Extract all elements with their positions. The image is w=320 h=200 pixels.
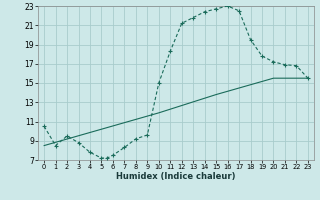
- X-axis label: Humidex (Indice chaleur): Humidex (Indice chaleur): [116, 172, 236, 181]
